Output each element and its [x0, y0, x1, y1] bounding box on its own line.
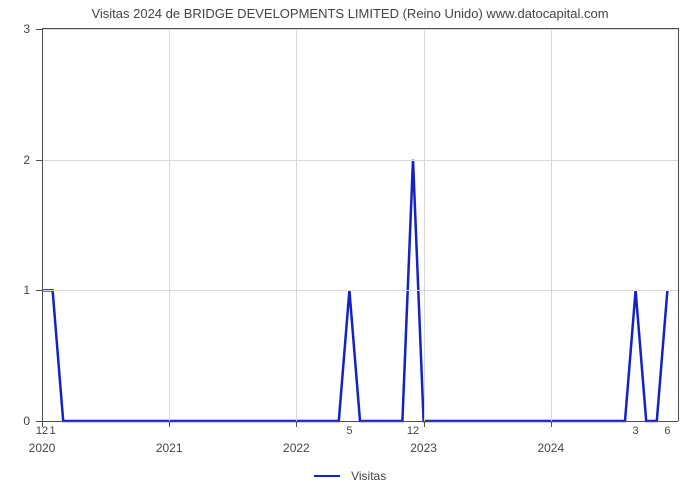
x-axis-major-label: 2021	[156, 441, 183, 455]
gridline-vertical	[551, 29, 552, 421]
x-axis-major-label: 2020	[29, 441, 56, 455]
x-axis-major-label: 2023	[410, 441, 437, 455]
x-axis-minor-label: 3	[633, 425, 639, 437]
x-axis-minor-label: 12	[36, 425, 48, 437]
legend-label: Visitas	[351, 469, 386, 483]
gridline-vertical	[424, 29, 425, 421]
y-axis-tick-label: 1	[23, 283, 30, 297]
x-axis-minor-label: 12	[407, 425, 419, 437]
x-axis-major-label: 2024	[537, 441, 564, 455]
y-axis-line	[42, 29, 43, 421]
x-axis-minor-label: 6	[664, 425, 670, 437]
x-axis-minor-label: 1	[50, 425, 56, 437]
x-axis-minor-label: 5	[346, 425, 352, 437]
gridline-horizontal	[42, 29, 678, 30]
plot-area: 01232020202120222023202412151236	[42, 28, 679, 421]
y-axis-tick-label: 3	[23, 22, 30, 36]
chart-container: Visitas 2024 de BRIDGE DEVELOPMENTS LIMI…	[0, 0, 700, 500]
gridline-horizontal	[42, 290, 678, 291]
y-axis-tick-label: 0	[23, 414, 30, 428]
gridline-vertical	[169, 29, 170, 421]
x-axis-line	[42, 421, 678, 422]
gridline-vertical	[296, 29, 297, 421]
legend-swatch	[314, 475, 340, 477]
x-axis-major-label: 2022	[283, 441, 310, 455]
y-axis-tick-label: 2	[23, 153, 30, 167]
line-series	[42, 29, 678, 421]
legend: Visitas	[0, 468, 700, 483]
chart-title: Visitas 2024 de BRIDGE DEVELOPMENTS LIMI…	[0, 6, 700, 21]
gridline-horizontal	[42, 160, 678, 161]
